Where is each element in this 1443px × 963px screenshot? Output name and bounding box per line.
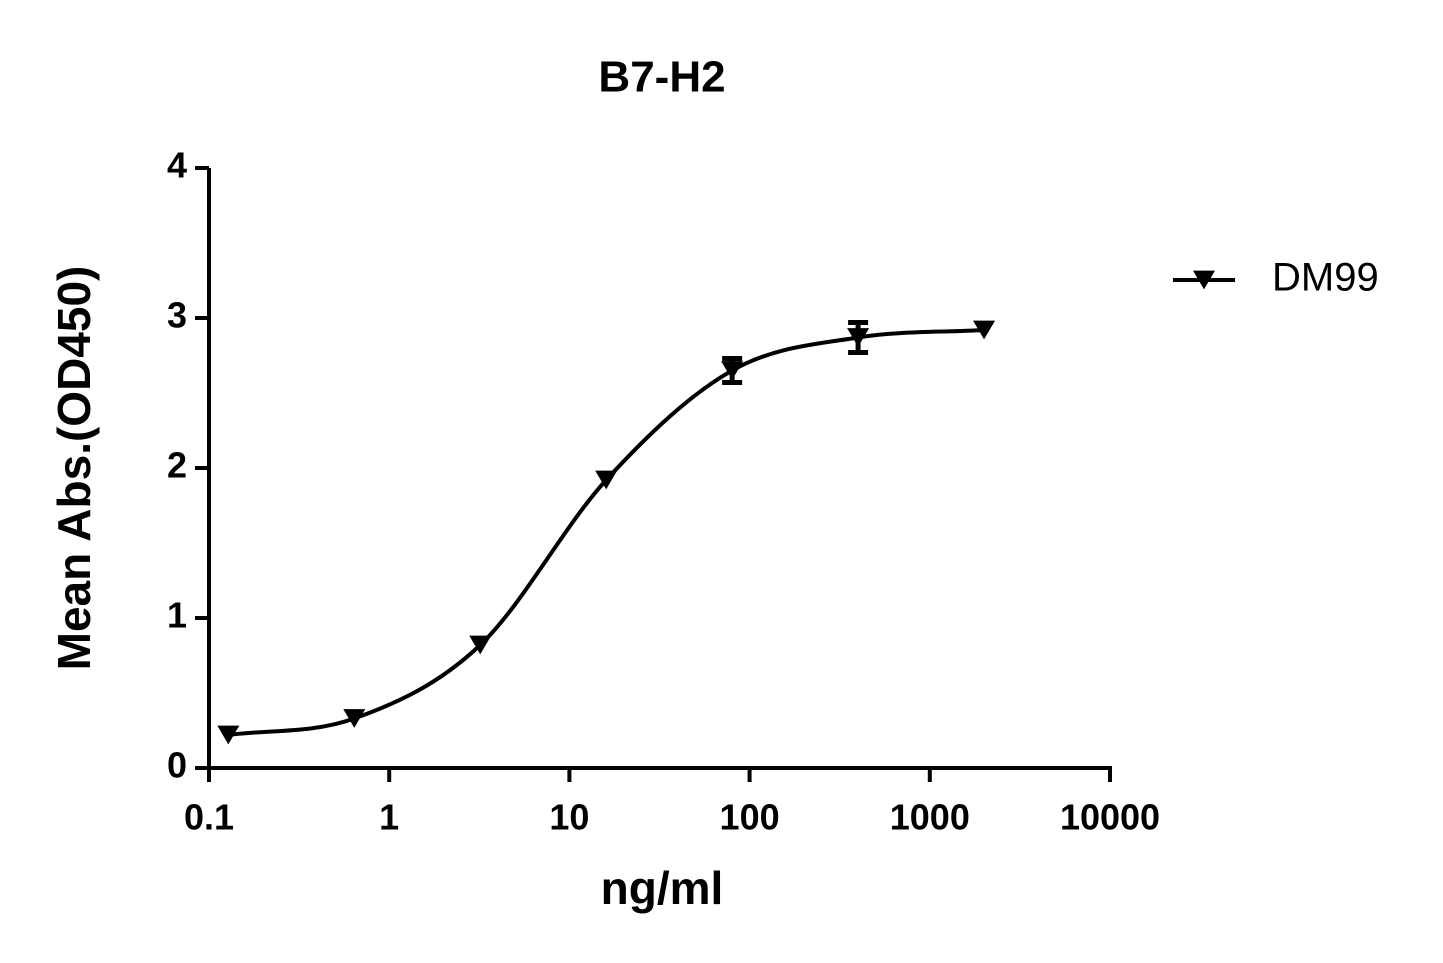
chart-title: B7-H2	[598, 53, 725, 102]
x-tick-label: 10000	[1060, 797, 1160, 838]
marker	[721, 361, 744, 380]
x-tick-label: 1000	[890, 797, 970, 838]
marker	[973, 320, 996, 340]
x-tick-label: 0.1	[184, 797, 234, 838]
marker	[469, 635, 492, 655]
y-tick-label: 3	[167, 295, 187, 336]
x-tick-label: 100	[720, 797, 780, 838]
marker	[847, 328, 870, 347]
legend-label: DM99	[1272, 256, 1379, 300]
marker	[217, 725, 240, 745]
y-axis-label: Mean Abs.(OD450)	[48, 266, 100, 671]
x-axis-label: ng/ml	[601, 862, 724, 914]
data-line	[228, 328, 985, 737]
legend-marker	[1193, 270, 1215, 290]
y-tick-label: 4	[167, 145, 187, 186]
y-tick-label: 2	[167, 445, 187, 486]
x-tick-label: 10	[549, 797, 589, 838]
y-tick-label: 0	[167, 745, 187, 786]
marker	[595, 470, 618, 490]
y-tick-label: 1	[167, 595, 187, 636]
marker	[343, 709, 366, 728]
x-tick-label: 1	[379, 797, 399, 838]
